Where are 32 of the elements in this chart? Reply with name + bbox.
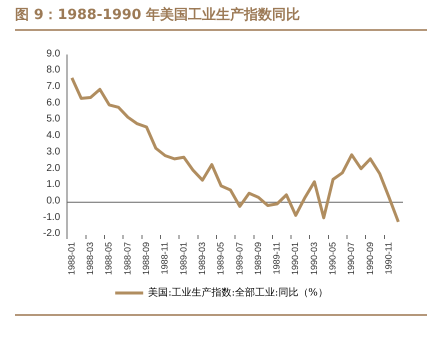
x-tick-label: 1990-07: [346, 242, 356, 275]
x-tick-label: 1990-01: [290, 242, 300, 275]
x-tick-label: 1990-03: [308, 242, 319, 275]
x-tick-label: 1988-07: [122, 242, 132, 275]
y-tick-label: 5.0: [46, 114, 61, 125]
x-tick-label: 1989-01: [178, 242, 188, 275]
x-tick-label: 1988-01: [66, 242, 76, 275]
x-tick-label: 1989-11: [272, 242, 282, 274]
y-tick-label: 1.0: [46, 179, 61, 190]
legend-label: 美国:工业生产指数:全部工业:同比（%）: [148, 286, 328, 299]
x-tick-label: 1989-09: [252, 242, 263, 275]
x-tick-label: 1988-11: [160, 242, 170, 274]
y-tick-label: -1.0: [42, 212, 61, 223]
x-tick-label: 1990-05: [328, 242, 338, 275]
x-tick-label: 1988-09: [140, 242, 151, 275]
x-tick-label: 1988-03: [85, 242, 96, 275]
y-tick-label: 2.0: [46, 162, 61, 174]
y-tick-label: 4.0: [46, 130, 61, 142]
y-tick-label: 7.0: [46, 80, 61, 92]
y-tick-label: 8.0: [46, 64, 61, 76]
x-tick-label: 1988-05: [104, 242, 114, 275]
chart-title: 图 9：1988-1990 年美国工业生产指数同比: [15, 6, 427, 31]
x-tick-label: 1989-05: [216, 242, 226, 275]
x-tick-label: 1990-09: [364, 242, 375, 275]
x-tick-label: 1989-03: [196, 242, 207, 275]
y-tick-label: 6.0: [46, 97, 61, 108]
y-tick-label: 9.0: [46, 48, 61, 60]
x-tick-label: 1989-07: [234, 242, 244, 275]
y-tick-label: 3.0: [46, 146, 61, 158]
x-tick-label: 1990-11: [383, 242, 394, 274]
y-tick-label: 0.0: [46, 196, 61, 206]
y-tick-label: -2.0: [42, 228, 61, 240]
